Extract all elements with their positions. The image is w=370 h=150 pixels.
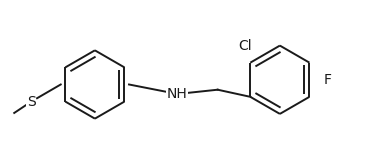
Text: F: F [323, 73, 332, 87]
Text: S: S [27, 94, 36, 109]
Text: NH: NH [167, 87, 188, 101]
Text: Cl: Cl [239, 39, 252, 53]
